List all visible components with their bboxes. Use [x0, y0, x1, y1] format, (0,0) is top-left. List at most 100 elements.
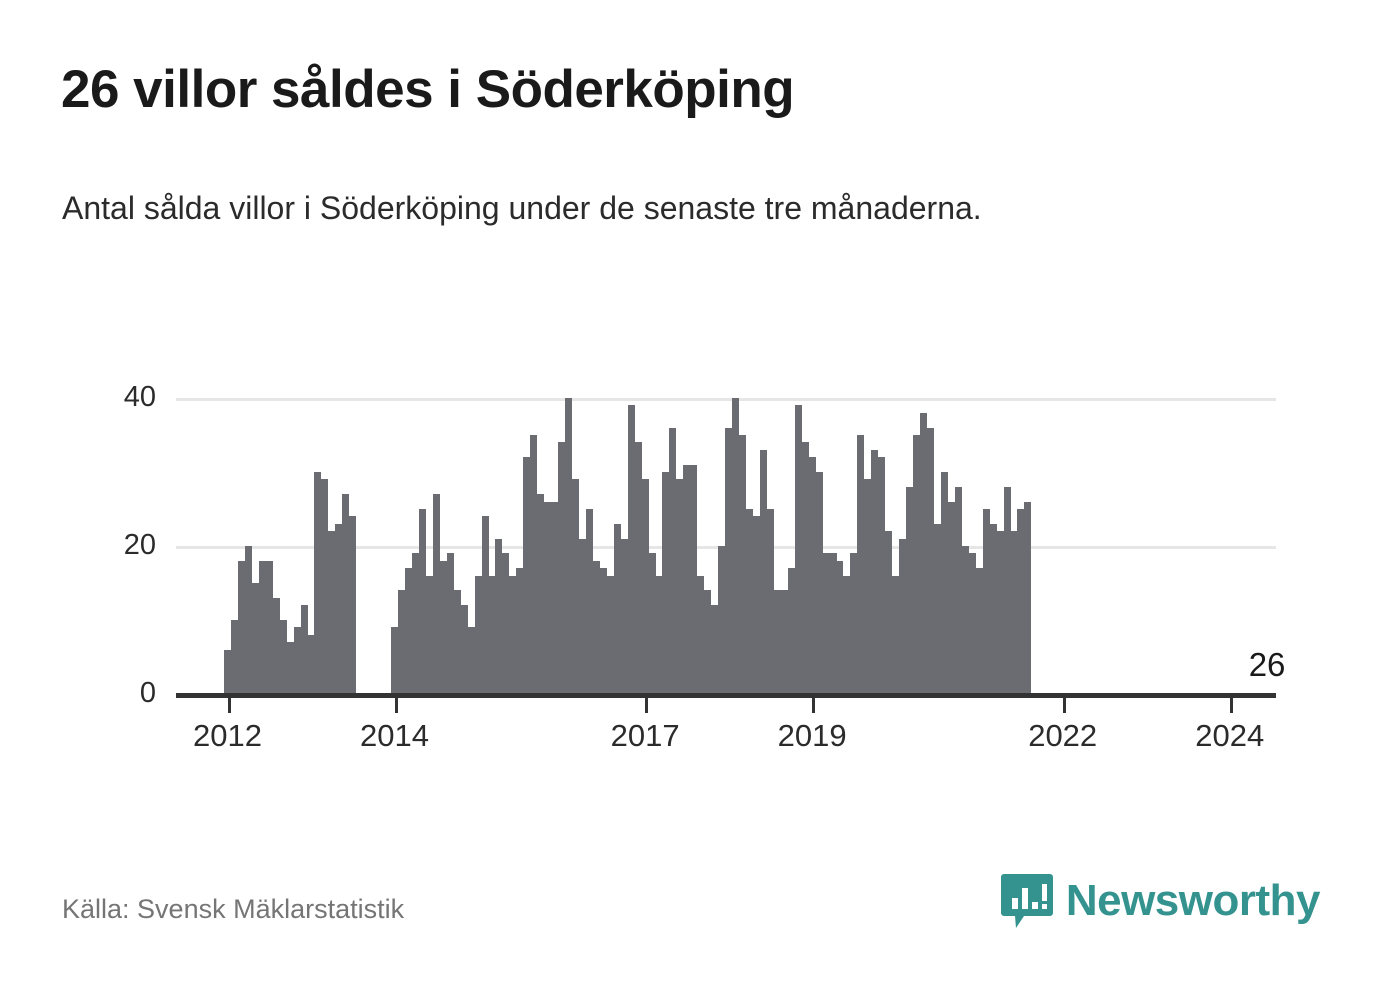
logo-wordmark: Newsworthy	[1065, 876, 1321, 925]
bar	[996, 531, 1004, 694]
bar	[537, 494, 545, 694]
bar	[606, 575, 614, 694]
bar	[1003, 486, 1011, 694]
bar	[530, 435, 538, 694]
bar	[592, 560, 600, 694]
y-tick-label: 0	[139, 677, 156, 709]
x-tick-mark	[1229, 698, 1233, 713]
bar	[502, 553, 510, 694]
x-tick-mark	[227, 698, 231, 713]
bar	[488, 575, 496, 694]
bar	[279, 620, 287, 694]
bar	[829, 553, 837, 694]
bar	[481, 516, 489, 694]
bar	[940, 472, 948, 694]
bar	[495, 538, 503, 694]
bar	[878, 457, 886, 694]
bar	[920, 412, 927, 694]
bar	[314, 472, 322, 694]
x-tick-label: 2019	[777, 718, 847, 753]
bar	[975, 568, 983, 694]
bar	[251, 583, 259, 694]
bar	[599, 568, 607, 694]
bar	[1010, 531, 1018, 694]
bar	[237, 560, 245, 694]
bar	[265, 560, 273, 694]
newsworthy-logo: Newsworthy	[1000, 872, 1321, 930]
bar	[815, 472, 823, 694]
bar	[947, 501, 955, 694]
x-tick-mark	[1062, 698, 1066, 713]
bar	[676, 479, 684, 694]
bar	[578, 538, 586, 694]
bar	[752, 516, 760, 694]
x-tick-mark	[645, 698, 649, 713]
bar	[460, 605, 468, 694]
bar	[565, 398, 573, 694]
page-title: 26 villor såldes i Söderköping	[61, 60, 795, 119]
bar	[773, 590, 781, 694]
x-tick-label: 2024	[1195, 718, 1265, 753]
bar	[885, 531, 893, 694]
bar-chart: 0 20 40 2012 2014 2017 2019 2022 2024 26	[0, 370, 1382, 770]
bar	[432, 494, 440, 694]
bar	[474, 575, 482, 694]
bar	[850, 553, 858, 694]
bar	[871, 449, 879, 694]
bar	[467, 627, 475, 694]
bar	[683, 464, 691, 694]
bar	[662, 472, 670, 694]
x-tick-label: 2012	[193, 718, 262, 753]
source-note: Källa: Svensk Mäklarstatistik	[62, 894, 405, 924]
bar	[836, 560, 844, 694]
bar	[418, 509, 426, 694]
bar	[516, 568, 524, 694]
bar	[328, 531, 336, 694]
chart-bars	[176, 370, 1276, 694]
y-tick-label: 20	[123, 529, 156, 561]
x-tick-mark	[812, 698, 816, 713]
bar	[746, 509, 753, 694]
bar	[669, 427, 677, 694]
bar	[544, 501, 552, 694]
bar	[648, 553, 656, 694]
bar	[954, 486, 962, 694]
bar	[982, 509, 990, 694]
bar	[926, 427, 934, 694]
bar	[933, 523, 941, 694]
bar	[704, 590, 712, 694]
bar	[620, 538, 628, 694]
bar	[321, 479, 329, 694]
bar	[411, 553, 419, 694]
bar	[404, 568, 412, 694]
bar	[349, 516, 357, 694]
bar	[655, 575, 663, 694]
bar	[711, 605, 719, 694]
bar	[613, 523, 621, 694]
bar	[787, 568, 795, 694]
bar	[634, 442, 642, 694]
bar	[453, 590, 461, 694]
bar	[1024, 501, 1032, 694]
page-subtitle: Antal sålda villor i Söderköping under d…	[62, 190, 982, 226]
x-axis-line	[176, 693, 1276, 698]
bar	[230, 620, 238, 694]
bar	[968, 553, 976, 694]
bar	[780, 590, 788, 694]
y-axis-labels: 0 20 40	[44, 370, 156, 770]
bar	[572, 479, 579, 694]
x-tick-label: 2022	[1028, 718, 1098, 753]
bar	[913, 435, 921, 694]
bar	[1017, 509, 1025, 694]
bar	[244, 546, 252, 694]
bar	[551, 501, 559, 694]
x-tick-label: 2017	[610, 718, 680, 753]
bar	[425, 575, 433, 694]
bar	[627, 405, 635, 694]
bar	[224, 649, 231, 694]
bar	[732, 398, 740, 694]
bar	[739, 435, 747, 694]
bar	[439, 560, 447, 694]
bar	[293, 627, 301, 694]
bar	[307, 634, 315, 694]
